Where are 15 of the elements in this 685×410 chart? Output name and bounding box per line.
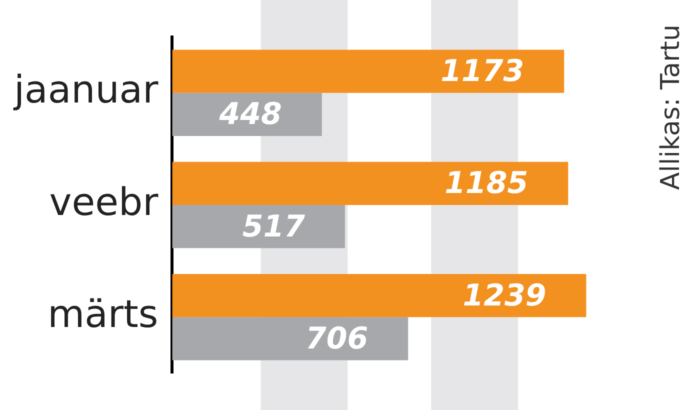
data-label: 706	[305, 322, 368, 357]
data-label: 1173	[440, 54, 524, 90]
text: Allikas: Tartu	[656, 24, 685, 190]
bar	[172, 205, 345, 248]
data-label: 1185	[444, 166, 528, 202]
bar	[172, 317, 408, 360]
data-label: 1239	[462, 278, 546, 314]
y-tick-label: märts	[48, 292, 158, 336]
bar	[172, 274, 586, 318]
y-tick-label: jaanuar	[12, 68, 159, 112]
data-label: 517	[242, 209, 306, 244]
bar	[172, 50, 564, 93]
bar	[172, 162, 568, 205]
data-label: 448	[218, 97, 282, 132]
y-tick-label: veebr	[49, 180, 159, 224]
